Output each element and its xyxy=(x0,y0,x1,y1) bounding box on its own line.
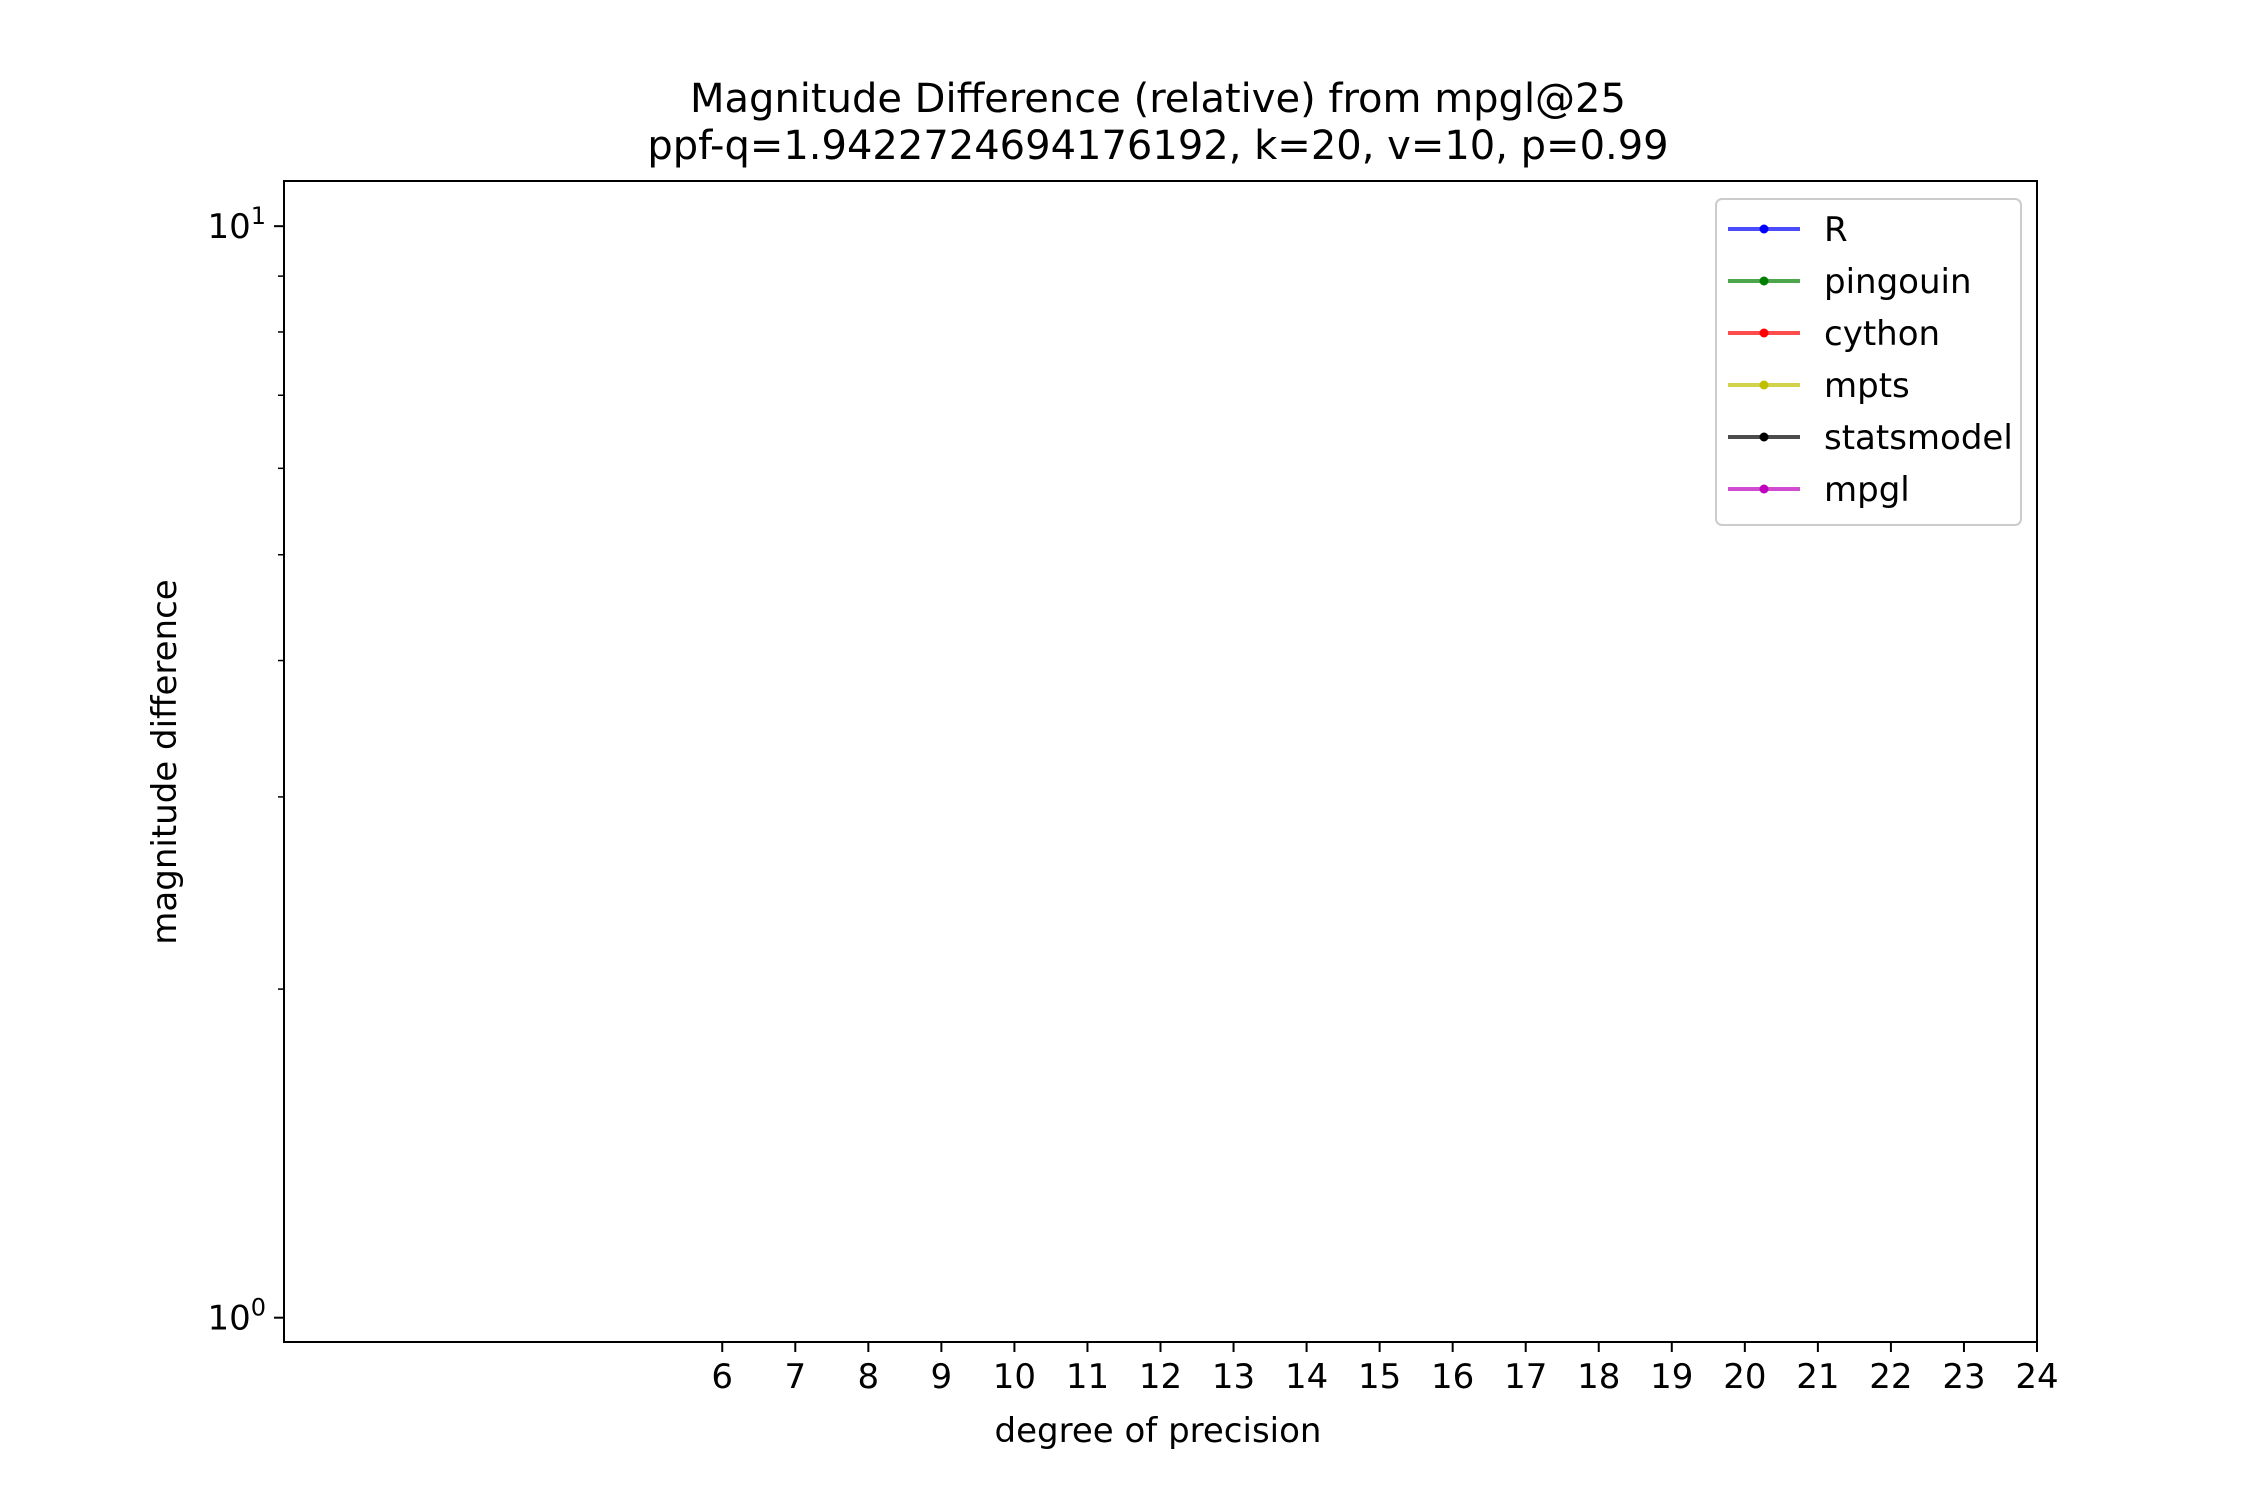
legend-item: statsmodel xyxy=(1728,418,2013,458)
y-axis-label: magnitude difference xyxy=(145,579,185,944)
legend-marker xyxy=(1759,380,1769,390)
legend-marker xyxy=(1759,224,1769,234)
legend-item: R xyxy=(1728,210,1848,250)
x-tick-label: 7 xyxy=(784,1357,806,1397)
legend-label: pingouin xyxy=(1824,262,1972,302)
x-tick-label: 10 xyxy=(993,1357,1036,1397)
x-tick-label: 8 xyxy=(858,1357,880,1397)
y-tick-label: 101 xyxy=(207,202,266,247)
x-tick-label: 21 xyxy=(1796,1357,1839,1397)
legend-item: mpts xyxy=(1728,366,1910,406)
x-tick-label: 9 xyxy=(931,1357,953,1397)
x-tick-label: 22 xyxy=(1869,1357,1912,1397)
legend-label: R xyxy=(1824,210,1848,250)
x-axis-label: degree of precision xyxy=(995,1411,1322,1451)
x-tick-label: 12 xyxy=(1139,1357,1182,1397)
legend-marker xyxy=(1759,328,1769,338)
x-tick-label: 11 xyxy=(1066,1357,1109,1397)
x-tick-label: 13 xyxy=(1212,1357,1255,1397)
x-tick-label: 24 xyxy=(2015,1357,2058,1397)
chart-subtitle: ppf-q=1.9422724694176192, k=20, v=10, p=… xyxy=(647,123,1668,169)
legend-item: cython xyxy=(1728,314,1940,354)
x-tick-label: 14 xyxy=(1285,1357,1328,1397)
x-axis: 6 7 8 9 10 11 12 13 14 15 16 17 18 19 20 21 22 23 24 xyxy=(711,1342,2059,1397)
legend-label: statsmodel xyxy=(1824,418,2013,458)
x-tick-label: 20 xyxy=(1723,1357,1766,1397)
x-tick-label: 15 xyxy=(1358,1357,1401,1397)
x-tick-label: 16 xyxy=(1431,1357,1474,1397)
legend-item: mpgl xyxy=(1728,470,1910,510)
y-axis: 100 101 xyxy=(207,202,284,1339)
legend-item: pingouin xyxy=(1728,262,1972,302)
legend-marker xyxy=(1759,276,1769,286)
legend-label: mpgl xyxy=(1824,470,1910,510)
legend-label: mpts xyxy=(1824,366,1910,406)
legend-label: cython xyxy=(1824,314,1940,354)
legend-marker xyxy=(1759,432,1769,442)
x-tick-label: 23 xyxy=(1942,1357,1985,1397)
chart-title: Magnitude Difference (relative) from mpg… xyxy=(690,76,1626,122)
x-tick-label: 17 xyxy=(1504,1357,1547,1397)
x-tick-label: 18 xyxy=(1577,1357,1620,1397)
x-tick-label: 19 xyxy=(1650,1357,1693,1397)
y-tick-label: 100 xyxy=(207,1294,266,1339)
x-tick-label: 6 xyxy=(711,1357,733,1397)
legend-marker xyxy=(1759,484,1769,494)
